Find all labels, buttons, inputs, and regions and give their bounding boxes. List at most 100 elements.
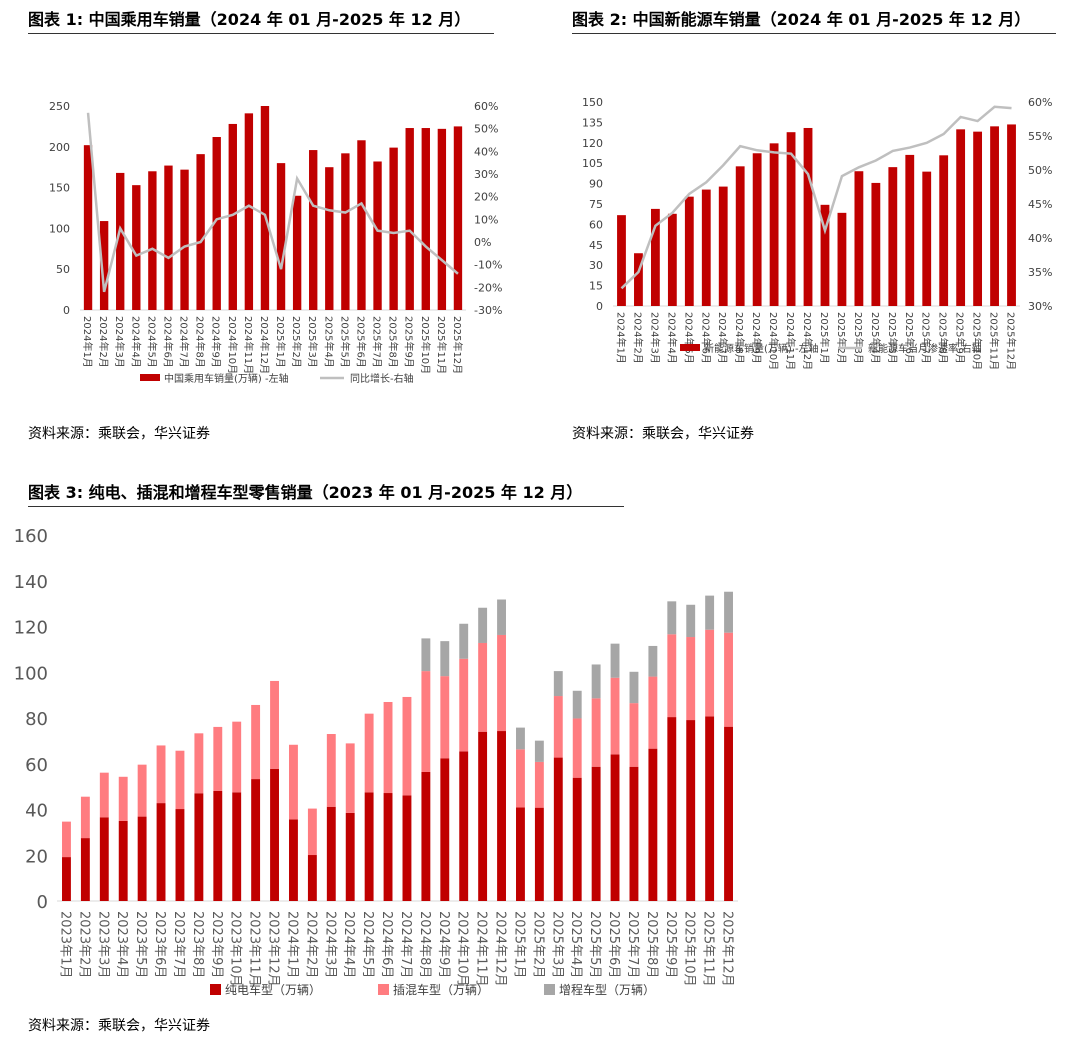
- y-tick-left: 0: [63, 304, 70, 317]
- chart3-source: 资料来源：乘联会，华兴证券: [28, 1018, 210, 1034]
- x-tick-label: 2024年9月: [750, 312, 763, 364]
- stacked-bar-segment: [440, 641, 450, 677]
- stacked-bar-segment: [364, 792, 374, 901]
- stacked-bar-segment: [610, 754, 620, 901]
- x-tick-label: 2024年6月: [379, 911, 394, 978]
- x-tick-label: 2024年5月: [360, 911, 375, 978]
- stacked-bar-segment: [345, 812, 355, 901]
- bar: [260, 106, 270, 310]
- stacked-bar-segment: [289, 744, 298, 820]
- x-tick-label: 2024年5月: [145, 316, 158, 368]
- x-tick-label: 2025年1月: [511, 911, 526, 978]
- stacked-bar-segment: [326, 806, 336, 901]
- y-tick-left: 60: [589, 218, 603, 231]
- bar: [837, 212, 847, 306]
- bar: [820, 204, 830, 306]
- stacked-bar-segment: [232, 792, 242, 901]
- x-tick-label: 2024年10月: [767, 312, 780, 370]
- x-tick-label: 2025年10月: [971, 312, 984, 370]
- x-tick-label: 2024年2月: [97, 316, 110, 368]
- legend-line-label: 同比增长-右轴: [350, 372, 414, 385]
- bar: [99, 221, 109, 310]
- y-tick-left: 105: [582, 157, 603, 170]
- chart3-title: 图表 3: 纯电、插混和增程车型零售销量（2023 年 01 月-2025 年 …: [28, 479, 624, 507]
- stacked-bar-segment: [516, 749, 525, 808]
- legend-bar-label: 中国乘用车销量(万辆) -左轴: [164, 372, 289, 385]
- stacked-bar-segment: [478, 607, 488, 643]
- y-tick-left: 150: [49, 182, 70, 195]
- stacked-bar-segment: [572, 690, 582, 719]
- stacked-bar-segment: [270, 768, 279, 901]
- stacked-bar-segment: [667, 634, 677, 718]
- bar: [786, 132, 796, 306]
- stacked-bar-segment: [289, 819, 298, 901]
- stacked-bar-segment: [421, 638, 431, 672]
- y-tick-left: 250: [49, 100, 70, 113]
- x-tick-label: 2024年3月: [113, 316, 126, 368]
- y-tick-right: 60%: [474, 100, 498, 113]
- stacked-bar-segment: [572, 777, 582, 901]
- x-tick-label: 2025年9月: [663, 911, 678, 978]
- x-tick-label: 2024年4月: [341, 911, 356, 978]
- stacked-bar-segment: [118, 776, 128, 821]
- x-tick-label: 2024年4月: [665, 312, 678, 364]
- x-tick-label: 2025年5月: [338, 316, 351, 368]
- y-tick-right: 20%: [474, 191, 498, 204]
- y-tick-right: -20%: [474, 281, 502, 294]
- bar: [667, 213, 677, 306]
- x-tick-label: 2025年1月: [818, 312, 831, 364]
- y-tick-right: 45%: [1028, 198, 1052, 211]
- x-tick-label: 2025年12月: [1005, 312, 1018, 370]
- stacked-bar-segment: [459, 623, 469, 659]
- x-tick-label: 2024年6月: [699, 312, 712, 364]
- x-tick-label: 2023年6月: [152, 911, 167, 978]
- x-tick-label: 2025年12月: [451, 316, 464, 374]
- x-tick-label: 2025年9月: [403, 316, 416, 368]
- stacked-bar-segment: [591, 664, 601, 699]
- bar: [453, 126, 463, 311]
- y-tick: 120: [14, 618, 48, 639]
- bar: [803, 127, 813, 306]
- y-tick-right: -30%: [474, 304, 502, 317]
- bar: [1007, 124, 1016, 306]
- y-tick: 80: [25, 709, 48, 730]
- x-tick-label: 2025年2月: [290, 316, 303, 368]
- x-tick-label: 2023年8月: [190, 911, 205, 978]
- x-tick-label: 2025年3月: [306, 316, 319, 368]
- bar: [956, 129, 966, 306]
- stacked-bar-segment: [383, 701, 393, 794]
- stacked-bar-segment: [80, 796, 90, 839]
- x-tick-label: 2025年1月: [274, 316, 287, 368]
- stacked-bar-segment: [251, 779, 261, 901]
- x-tick-label: 2023年3月: [95, 911, 110, 978]
- legend-label: 增程车型（万辆）: [559, 982, 655, 997]
- stacked-bar-segment: [591, 698, 601, 767]
- x-tick-label: 2024年12月: [801, 312, 814, 370]
- x-tick-label: 2025年11月: [435, 316, 448, 374]
- y-tick-left: 0: [596, 300, 603, 313]
- stacked-bar-segment: [497, 599, 506, 635]
- x-tick-label: 2023年7月: [171, 911, 186, 978]
- y-tick-left: 15: [589, 280, 603, 293]
- bar: [718, 186, 728, 306]
- stacked-bar-segment: [497, 634, 506, 732]
- x-tick-label: 2025年8月: [644, 911, 659, 978]
- y-tick-right: 0%: [474, 236, 491, 249]
- y-tick-right: 50%: [474, 123, 498, 136]
- bar: [83, 145, 93, 310]
- stacked-bar-segment: [667, 601, 677, 635]
- x-tick-label: 2023年2月: [76, 911, 91, 978]
- stacked-bar-segment: [326, 734, 336, 807]
- line-series: [86, 112, 459, 293]
- y-tick-left: 30: [589, 259, 603, 272]
- x-tick-label: 2023年10月: [228, 911, 243, 987]
- stacked-bar-segment: [213, 726, 223, 791]
- stacked-bar-segment: [553, 671, 563, 697]
- stacked-bar-segment: [99, 817, 109, 901]
- stacked-bar-segment: [705, 716, 715, 901]
- stacked-bar-segment: [364, 713, 374, 793]
- bar: [437, 128, 447, 310]
- x-tick-label: 2025年11月: [988, 312, 1001, 370]
- stacked-bar-segment: [194, 733, 204, 794]
